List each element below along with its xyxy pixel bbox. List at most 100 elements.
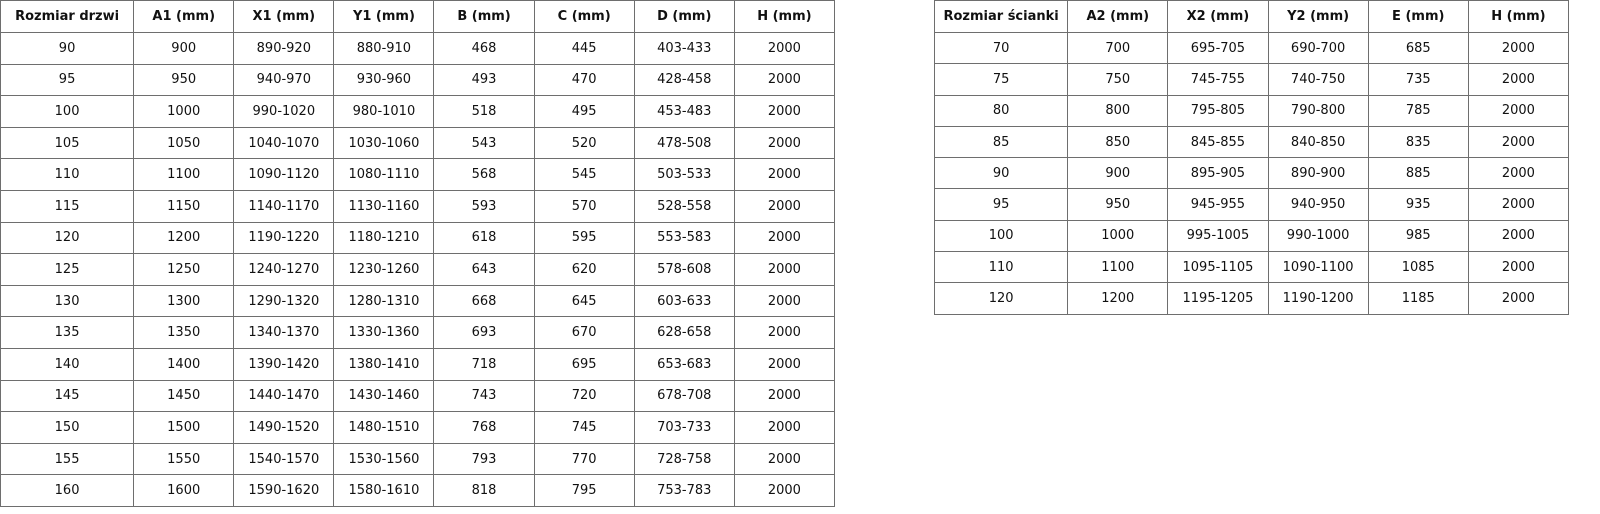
table-cell: 553-583 [633, 221, 735, 255]
table-cell: 95 [933, 188, 1069, 221]
table-cell: 900 [133, 32, 235, 65]
table-cell: 403-433 [633, 32, 735, 65]
table-cell: 1000 [133, 95, 235, 128]
table-cell: 1400 [133, 347, 235, 381]
table-cell: 1185 [1367, 282, 1469, 315]
table-cell: 695-705 [1167, 31, 1269, 65]
table-cell: 100 [0, 95, 135, 128]
table-cell: 110 [0, 158, 135, 191]
table-cell: 643 [433, 253, 535, 286]
table-cell: 690-700 [1267, 31, 1369, 65]
table-row: 100 1000 995-1005 990-1000 985 2000 [933, 219, 1570, 253]
table-cell: 980-1010 [333, 95, 435, 128]
header-row: Rozmiar drzwi A1 (mm) X1 (mm) Y1 (mm) B (mm)… [0, 0, 836, 33]
table-cell: 940-970 [233, 63, 335, 97]
table-row: 115 1150 1140-1170 1130-1160 593 570 528-558 20… [0, 189, 836, 223]
table-cell: 1230-1260 [333, 253, 435, 286]
table-row: 85 850 845-855 840-850 835 2000 [933, 125, 1570, 159]
table-cell: 1590-1620 [233, 474, 335, 507]
table-cell: 1550 [133, 442, 235, 476]
column-header: Rozmiar ścianki [933, 0, 1069, 33]
column-header: D (mm) [633, 0, 735, 33]
table-cell: 1090-1100 [1267, 251, 1369, 284]
table-cell: 2000 [1467, 219, 1570, 253]
table-row: 80 800 795-805 790-800 785 2000 [933, 94, 1570, 127]
table-cell: 2000 [733, 284, 836, 318]
wall-dimension-table: Rozmiar ścianki A2 (mm) X2 (mm) Y2 (mm) E (m… [933, 0, 1570, 315]
table-cell: 150 [0, 411, 135, 444]
table-cell: 1190-1200 [1267, 282, 1369, 315]
table-cell: 470 [533, 63, 635, 97]
table-row: 70 700 695-705 690-700 685 2000 [933, 31, 1570, 65]
table-cell: 95 [0, 63, 135, 97]
table-cell: 790-800 [1267, 94, 1369, 127]
table-cell: 2000 [733, 95, 836, 128]
table-row: 120 1200 1190-1220 1180-1210 618 595 553-583 20… [0, 221, 836, 255]
table-cell: 685 [1367, 31, 1469, 65]
table-row: 120 1200 1195-1205 1190-1200 1185 2000 [933, 282, 1570, 315]
table-cell: 1050 [133, 126, 235, 160]
table-cell: 503-533 [633, 158, 735, 191]
table-cell: 1280-1310 [333, 284, 435, 318]
table-cell: 1040-1070 [233, 126, 335, 160]
table-cell: 890-900 [1267, 157, 1369, 190]
table-cell: 628-658 [633, 316, 735, 349]
table-cell: 578-608 [633, 253, 735, 286]
table-cell: 668 [433, 284, 535, 318]
table-cell: 85 [933, 125, 1069, 159]
table-cell: 740-750 [1267, 63, 1369, 96]
table-cell: 785 [1367, 94, 1469, 127]
table-cell: 950 [1067, 188, 1169, 221]
table-cell: 445 [533, 32, 635, 65]
table-cell: 693 [433, 316, 535, 349]
table-row: 75 750 745-755 740-750 735 2000 [933, 63, 1570, 96]
column-header: X2 (mm) [1167, 0, 1269, 33]
table-row: 100 1000 990-1020 980-1010 518 495 453-483 2000 [0, 95, 836, 128]
table-cell: 770 [533, 442, 635, 476]
table-cell: 795-805 [1167, 94, 1269, 127]
table-row: 130 1300 1290-1320 1280-1310 668 645 603-633 20… [0, 284, 836, 318]
table-cell: 2000 [733, 474, 836, 507]
table-cell: 2000 [1467, 188, 1570, 221]
table-cell: 1530-1560 [333, 442, 435, 476]
table-cell: 595 [533, 221, 635, 255]
table-cell: 718 [433, 347, 535, 381]
table-cell: 90 [933, 157, 1069, 190]
table-cell: 645 [533, 284, 635, 318]
table-cell: 728-758 [633, 442, 735, 476]
table-cell: 2000 [1467, 31, 1570, 65]
table-cell: 940-950 [1267, 188, 1369, 221]
table-cell: 2000 [733, 253, 836, 286]
table-cell: 2000 [1467, 251, 1570, 284]
table-cell: 985 [1367, 219, 1469, 253]
table-cell: 2000 [733, 379, 836, 413]
table-cell: 428-458 [633, 63, 735, 97]
column-header: C (mm) [533, 0, 635, 33]
table-cell: 840-850 [1267, 125, 1369, 159]
table-cell: 125 [0, 253, 135, 286]
table-cell: 620 [533, 253, 635, 286]
table-row: 160 1600 1590-1620 1580-1610 818 795 753-783 20… [0, 474, 836, 507]
table-cell: 945-955 [1167, 188, 1269, 221]
table-cell: 2000 [733, 32, 836, 65]
table-cell: 603-633 [633, 284, 735, 318]
table-cell: 2000 [733, 221, 836, 255]
table-cell: 518 [433, 95, 535, 128]
table-cell: 110 [933, 251, 1069, 284]
table-cell: 1430-1460 [333, 379, 435, 413]
table-cell: 1600 [133, 474, 235, 507]
table-cell: 570 [533, 189, 635, 223]
table-cell: 1340-1370 [233, 316, 335, 349]
table-cell: 2000 [733, 411, 836, 444]
table-cell: 90 [0, 32, 135, 65]
table-cell: 80 [933, 94, 1069, 127]
table-row: 95 950 945-955 940-950 935 2000 [933, 188, 1570, 221]
table-cell: 120 [0, 221, 135, 255]
table-cell: 1490-1520 [233, 411, 335, 444]
table-cell: 1300 [133, 284, 235, 318]
column-header: Y2 (mm) [1267, 0, 1369, 33]
table-row: 140 1400 1390-1420 1380-1410 718 695 653-683 20… [0, 347, 836, 381]
table-cell: 1190-1220 [233, 221, 335, 255]
column-header: Y1 (mm) [333, 0, 435, 33]
table-cell: 793 [433, 442, 535, 476]
